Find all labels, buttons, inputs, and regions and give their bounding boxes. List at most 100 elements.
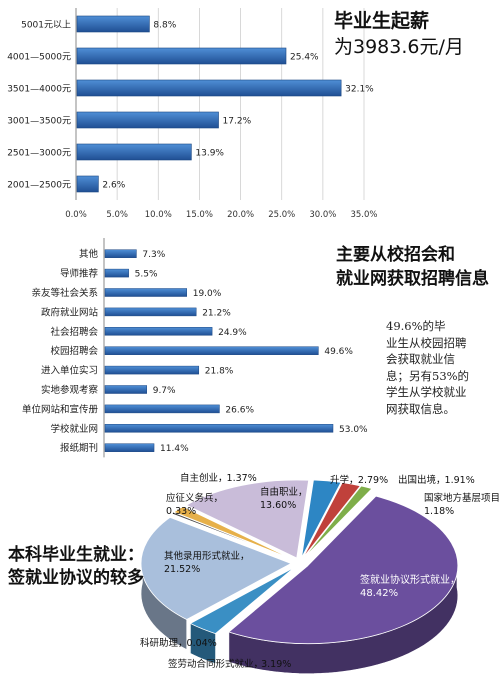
pie-slice-value: 48.42% [360, 588, 398, 599]
pie-slice-label: 签就业协议形式就业， [360, 573, 460, 586]
bar [104, 327, 213, 336]
pie-slice-value: 0.33% [166, 506, 196, 517]
chart1-title: 毕业生起薪 [334, 10, 430, 32]
pie-slice-label: 出国出境， [398, 474, 446, 486]
bar-value-label: 9.7% [153, 386, 176, 396]
pie-slice [173, 506, 294, 560]
pie-slice [185, 479, 310, 559]
bar [76, 79, 342, 97]
pie-slice-value: 1.91% [445, 475, 475, 486]
x-tick-label: 10.0% [145, 210, 172, 220]
bar-value-label: 21.2% [202, 308, 231, 318]
note-line: 网获取信息。 [386, 401, 455, 416]
pie-slice-label: 其他录用形式就业， [164, 550, 250, 562]
pie-slice [228, 495, 459, 645]
bar [104, 249, 137, 258]
bar [76, 175, 99, 193]
bar-value-label: 53.0% [339, 425, 368, 435]
bar-value-label: 24.9% [218, 328, 247, 338]
pie-slice-label: 自由职业， [260, 486, 308, 498]
note-line: 息；另有53%的 [386, 368, 470, 383]
bar [104, 404, 220, 414]
x-tick-label: 30.0% [309, 210, 336, 220]
pie-slice-label: 科研助理， [140, 637, 188, 649]
employment-pie-chart: 签就业协议形式就业， 48.42% 签劳动合同形式就业，3.19% 科研助理， 0.04… [140, 472, 500, 674]
pie-slice [301, 479, 342, 558]
y-category-label: 进入单位实习 [41, 365, 98, 377]
bar [104, 424, 334, 433]
y-category-label: 社会招聘会 [50, 326, 98, 338]
pie-slice-value: 3.19% [261, 659, 291, 670]
note-line: 会获取就业信 [386, 352, 455, 366]
pie-slice-value: 0.04% [187, 638, 217, 649]
chart2-subtitle: 就业网获取招聘信息 [336, 269, 489, 289]
pie-slice-label: 应征义务兵， [166, 492, 223, 504]
chart2-title: 主要从校招会和 [336, 245, 455, 265]
bar [104, 346, 319, 355]
chart3-subtitle: 签就业协议的较多 [8, 568, 144, 588]
x-tick-label: 0.0% [65, 210, 87, 220]
note-line: 49.6%的毕 [386, 319, 446, 333]
x-tick-label: 25.0% [268, 210, 295, 220]
bar-value-label: 32.1% [345, 85, 374, 95]
bar-value-label: 19.0% [193, 289, 222, 299]
x-tick-label: 35.0% [350, 210, 377, 220]
chart3-title: 本科毕业生就业： [8, 545, 144, 565]
y-category-label: 政府就业网站 [41, 306, 99, 318]
bar-value-label: 17.2% [223, 117, 252, 127]
channel-bar-chart: 其他 7.3% 导师推荐 5.5% 亲友等社会关系 19.0% 政府就业网站 21.2% 社会招… [22, 238, 368, 458]
pie-slice [189, 566, 295, 635]
chart1-subtitle: 为3983.6元/月 [334, 36, 464, 58]
bar [104, 365, 200, 375]
bar-value-label: 7.3% [142, 250, 165, 260]
pie-slice-value: 1.37% [227, 473, 257, 484]
bar [104, 443, 155, 452]
bar [76, 111, 219, 129]
y-category-label: 导师推荐 [60, 268, 99, 280]
pie-slice-value: 21.52% [164, 564, 200, 575]
bar [76, 15, 150, 33]
y-category-label: 学校就业网 [50, 423, 98, 435]
y-category-label: 3001—3500元 [7, 117, 71, 127]
pie-slice-value: 2.79% [358, 475, 388, 486]
pie-slice [303, 485, 373, 559]
y-category-label: 3501—4000元 [7, 85, 71, 95]
bar [76, 143, 192, 161]
x-tick-label: 5.0% [106, 210, 128, 220]
y-category-label: 单位网站和宣传册 [22, 403, 99, 415]
y-category-label: 2001—2500元 [7, 181, 71, 191]
pie-slice-label: 签劳动合同形式就业， [168, 658, 263, 670]
y-category-label: 校园招聘会 [50, 345, 98, 357]
y-category-label: 5001元以上 [21, 20, 71, 31]
bar [104, 385, 147, 394]
y-category-label: 实地参观考察 [41, 384, 99, 396]
bar-value-label: 25.4% [290, 53, 319, 63]
x-tick-label: 15.0% [186, 210, 213, 220]
bar-value-label: 8.8% [153, 21, 176, 31]
pie-slice-label: 国家地方基层项目， [424, 492, 500, 504]
pie-slice-value: 13.60% [260, 500, 296, 511]
salary-bar-chart: 0.0% 5.0% 10.0% 15.0% 20.0% 25.0% 30.0% 35.0% 50… [7, 8, 378, 220]
y-category-label: 4001—5000元 [7, 53, 71, 63]
bar-value-label: 49.6% [324, 347, 353, 357]
bar-value-label: 2.6% [102, 181, 125, 191]
bar [104, 307, 197, 317]
pie-slice-value: 1.18% [424, 506, 454, 517]
bar-value-label: 11.4% [160, 444, 189, 454]
bar [104, 288, 187, 297]
bar [76, 47, 287, 65]
bar-value-label: 5.5% [135, 270, 158, 280]
pie-slice [188, 566, 294, 624]
y-category-label: 报纸期刊 [60, 442, 98, 454]
note-line: 业生从校园招聘 [386, 335, 467, 350]
x-tick-label: 20.0% [227, 210, 254, 220]
pie-slice [140, 516, 292, 620]
y-category-label: 亲友等社会关系 [31, 287, 98, 299]
y-category-label: 其他 [79, 248, 99, 260]
bar-value-label: 21.8% [205, 367, 234, 377]
pie-slice-label: 自主创业， [180, 472, 228, 484]
y-category-label: 2501—3000元 [7, 149, 71, 159]
bar-value-label: 13.9% [195, 149, 224, 159]
pie-slice [302, 482, 362, 559]
bar-value-label: 26.6% [225, 405, 254, 415]
